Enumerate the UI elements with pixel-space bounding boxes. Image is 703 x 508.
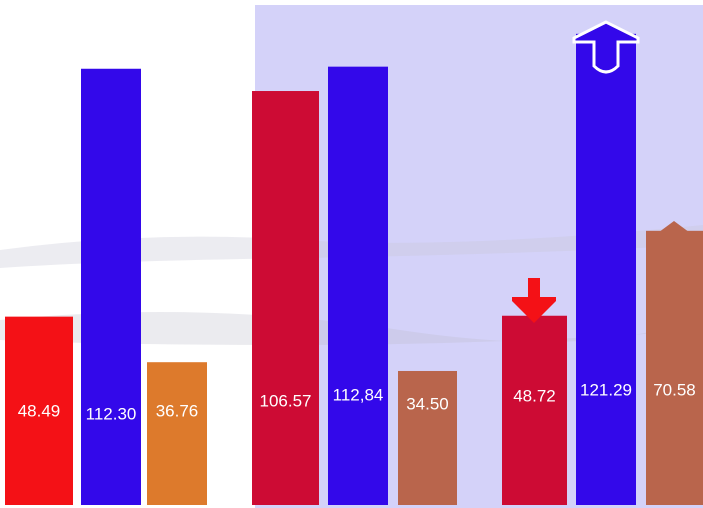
- value-label: 70.58: [653, 380, 696, 399]
- up-arrow: [572, 20, 640, 74]
- bar: [147, 362, 207, 505]
- bar: [398, 370, 457, 505]
- up-arrow: [651, 221, 697, 250]
- value-label: 106.57: [260, 391, 312, 410]
- value-label: 34.50: [406, 394, 449, 413]
- bars: 48.49 112.30 36.76 106.57 112,84 34.50 48.72 12…: [5, 33, 703, 506]
- bar: [252, 91, 319, 505]
- bar: [81, 68, 141, 505]
- bar: [646, 230, 703, 505]
- bar: [576, 33, 636, 506]
- bar: [328, 66, 388, 505]
- value-label: 112.30: [86, 404, 137, 423]
- value-label: 121.29: [580, 380, 632, 399]
- value-label: 48.49: [18, 401, 61, 420]
- down-arrow: [512, 278, 556, 323]
- bar: [502, 315, 567, 505]
- value-label: 48.72: [513, 386, 556, 405]
- value-label: 36.76: [156, 401, 199, 420]
- value-label: 112,84: [333, 385, 384, 404]
- bar: [5, 316, 73, 505]
